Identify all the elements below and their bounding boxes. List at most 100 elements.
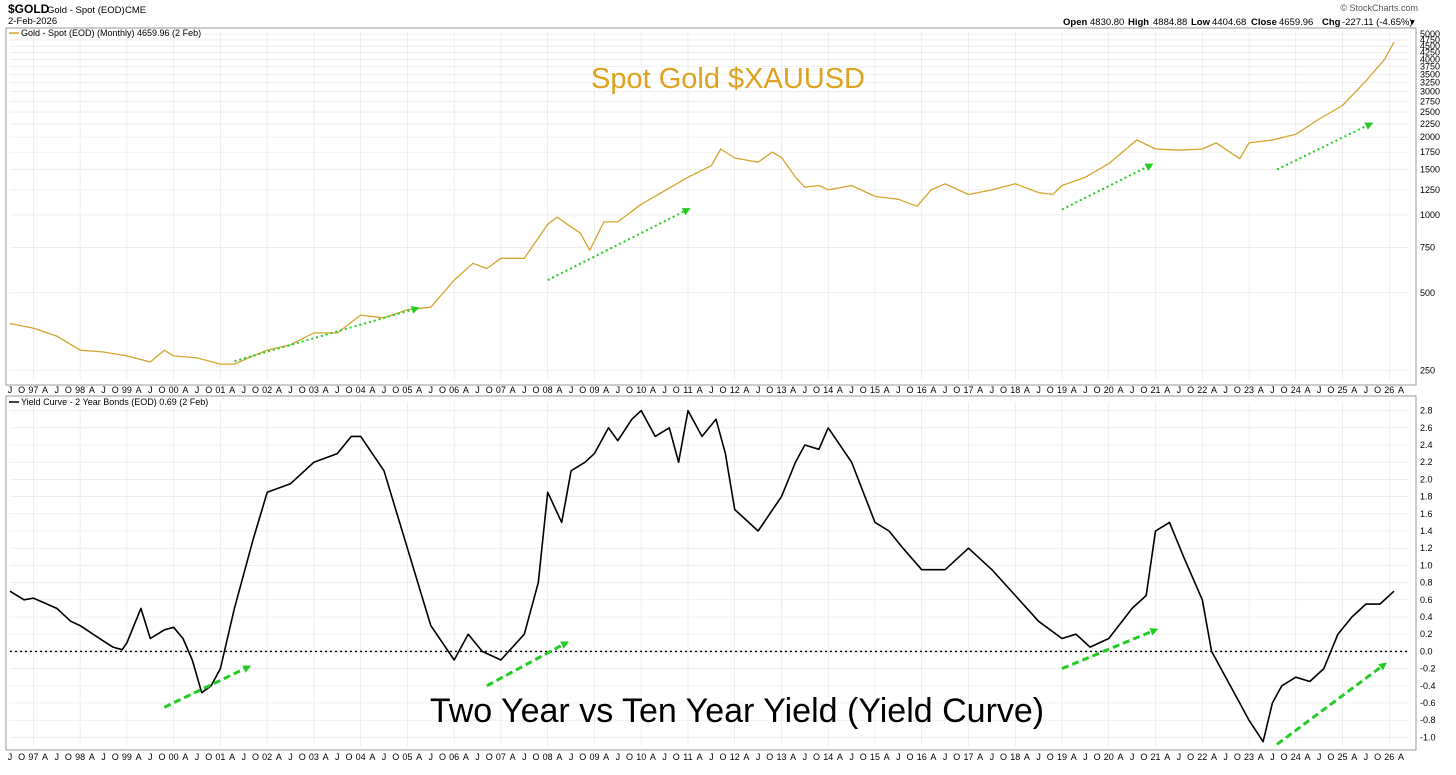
x-quarter-label: A (89, 385, 95, 395)
x-year-label: 02 (262, 752, 272, 762)
x-quarter-label: A (42, 385, 48, 395)
x-quarter-label: A (1071, 752, 1077, 762)
x-year-label: 12 (730, 752, 740, 762)
x-quarter-label: O (299, 385, 306, 395)
x-year-label: 20 (1104, 752, 1114, 762)
x-year-label: 20 (1104, 385, 1114, 395)
x-quarter-label: J (1270, 385, 1275, 395)
x-year-label: 14 (823, 385, 833, 395)
yield-legend-text: Yield Curve - 2 Year Bonds (EOD) 0.69 (2… (21, 397, 208, 407)
x-quarter-label: O (299, 752, 306, 762)
x-year-label: 06 (449, 385, 459, 395)
x-year-label: 97 (28, 385, 38, 395)
yield-chart-title: Two Year vs Ten Year Yield (Yield Curve) (430, 692, 1044, 730)
x-year-label: 99 (122, 752, 132, 762)
x-quarter-label: J (148, 752, 153, 762)
x-year-label: 23 (1244, 752, 1254, 762)
x-year-label: 09 (589, 385, 599, 395)
x-quarter-label: O (1140, 752, 1147, 762)
x-year-label: 02 (262, 385, 272, 395)
low-label: Low (1191, 17, 1211, 28)
x-quarter-label: J (896, 385, 901, 395)
x-quarter-label: O (579, 752, 586, 762)
open-value: 4830.80 (1090, 17, 1124, 28)
x-quarter-label: A (1211, 752, 1217, 762)
trend-arrow (163, 665, 252, 709)
y-tick-label: -0.8 (1420, 715, 1436, 725)
y-tick-label: 2.6 (1420, 423, 1433, 433)
x-quarter-label: J (382, 385, 387, 395)
x-year-label: 17 (963, 752, 973, 762)
x-quarter-label: J (335, 385, 340, 395)
x-year-label: 10 (636, 752, 646, 762)
x-quarter-label: A (930, 385, 936, 395)
x-quarter-label: J (1317, 385, 1322, 395)
x-quarter-label: O (205, 385, 212, 395)
x-quarter-label: A (182, 752, 188, 762)
x-quarter-label: J (803, 385, 808, 395)
x-quarter-label: J (662, 385, 667, 395)
x-quarter-label: O (673, 385, 680, 395)
x-quarter-label: A (930, 752, 936, 762)
x-quarter-label: J (1177, 752, 1182, 762)
x-year-label: 21 (1151, 752, 1161, 762)
x-quarter-label: J (1036, 385, 1041, 395)
x-year-label: 98 (75, 752, 85, 762)
x-quarter-label: O (953, 385, 960, 395)
x-quarter-label: J (1223, 385, 1228, 395)
trend-arrow (1061, 628, 1159, 670)
x-year-label: 05 (402, 752, 412, 762)
x-quarter-label: A (323, 752, 329, 762)
y-tick-label: 4250 (1420, 47, 1440, 57)
x-quarter-label: O (65, 385, 72, 395)
x-quarter-label: O (1234, 385, 1241, 395)
y-tick-label: 1750 (1420, 147, 1440, 157)
x-quarter-label: A (603, 385, 609, 395)
x-quarter-label: O (486, 752, 493, 762)
x-year-label: 16 (917, 752, 927, 762)
x-quarter-label: J (990, 385, 995, 395)
x-year-label: 13 (776, 385, 786, 395)
x-quarter-label: J (429, 385, 434, 395)
x-year-label: 09 (589, 752, 599, 762)
x-quarter-label: J (1364, 385, 1369, 395)
series-layer (9, 41, 1395, 743)
trend-arrow (486, 641, 570, 688)
x-quarter-label: J (8, 752, 13, 762)
x-quarter-label: A (1164, 385, 1170, 395)
x-year-label: 97 (28, 752, 38, 762)
x-quarter-label: O (532, 752, 539, 762)
x-year-label: 98 (75, 385, 85, 395)
x-year-label: 07 (496, 385, 506, 395)
x-quarter-label: J (756, 752, 761, 762)
x-year-label: 25 (1338, 385, 1348, 395)
x-quarter-label: A (743, 385, 749, 395)
x-quarter-label: O (1094, 752, 1101, 762)
x-quarter-label: A (837, 752, 843, 762)
x-quarter-label: A (1351, 752, 1357, 762)
y-tick-label: 3250 (1420, 78, 1440, 88)
x-quarter-label: A (1164, 752, 1170, 762)
x-year-label: 01 (215, 752, 225, 762)
x-quarter-label: J (1270, 752, 1275, 762)
x-year-label: 19 (1057, 752, 1067, 762)
y-tick-label: 2500 (1420, 107, 1440, 117)
x-quarter-label: O (626, 385, 633, 395)
yield-curve-line (9, 409, 1395, 743)
trend-arrow (547, 208, 691, 281)
x-quarter-label: J (382, 752, 387, 762)
x-quarter-label: J (148, 385, 153, 395)
x-quarter-label: J (55, 385, 60, 395)
gold-legend-text: Gold - Spot (EOD) (Monthly) 4659.96 (2 F… (21, 28, 201, 38)
x-quarter-label: J (1083, 752, 1088, 762)
x-quarter-label: A (1304, 752, 1310, 762)
x-year-label: 07 (496, 752, 506, 762)
x-quarter-label: J (475, 752, 480, 762)
y-tick-label: 3500 (1420, 69, 1440, 79)
x-quarter-label: O (1094, 385, 1101, 395)
x-quarter-label: A (463, 385, 469, 395)
x-quarter-label: A (1211, 385, 1217, 395)
y-tick-label: 0.0 (1420, 646, 1433, 656)
x-quarter-label: A (977, 752, 983, 762)
x-quarter-label: O (345, 752, 352, 762)
